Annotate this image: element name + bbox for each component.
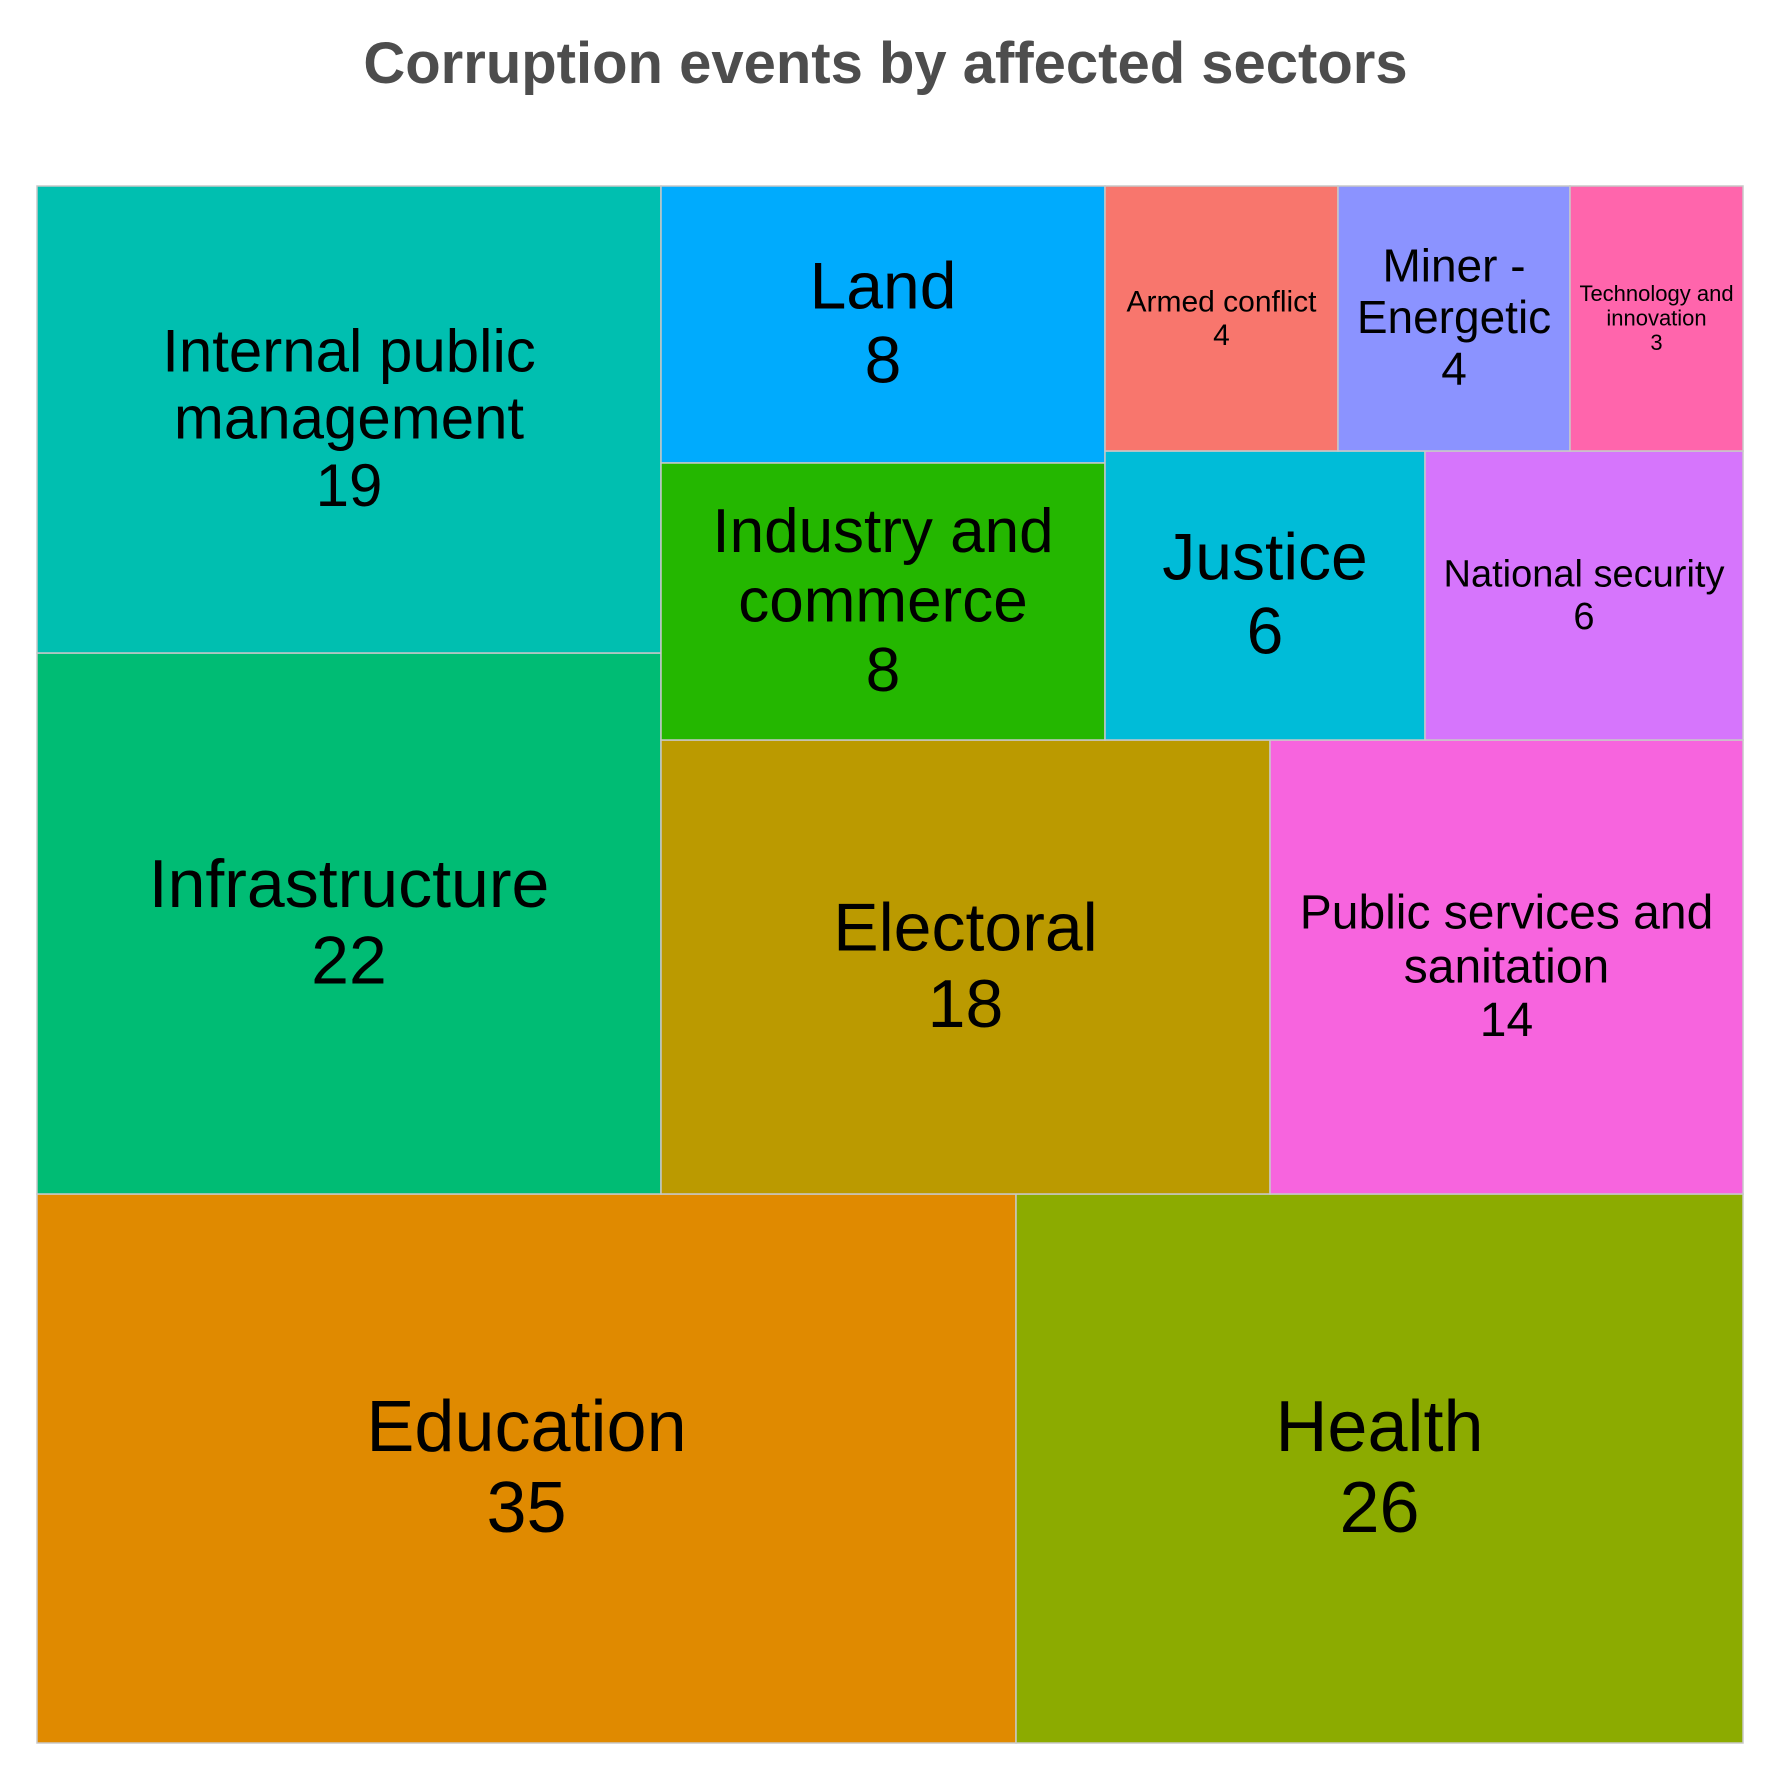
tile-name-line: National security (1444, 553, 1725, 595)
tile-label: Justice 6 (1162, 520, 1367, 668)
tile-label: Education 35 (366, 1387, 686, 1548)
tile-value: 6 (1247, 594, 1284, 668)
tile-value: 3 (1650, 330, 1662, 355)
tile-name-line: Energetic (1357, 291, 1551, 343)
tile-infrastructure: Infrastructure 22 (36, 652, 662, 1195)
tile-health: Health 26 (1015, 1193, 1744, 1744)
tile-name-line: Internal public (162, 318, 536, 385)
tile-name-line: Armed conflict (1126, 285, 1317, 318)
tile-label: Infrastructure 22 (149, 846, 550, 998)
tile-value: 18 (928, 966, 1004, 1042)
tile-name-line: sanitation (1404, 940, 1609, 993)
tile-label: Internal public management 19 (162, 318, 536, 519)
tile-rect (1015, 1193, 1744, 1744)
tile-national-security: National security 6 (1424, 450, 1744, 741)
tile-rect (1104, 185, 1339, 452)
tile-miner-energetic: Miner -Energetic 4 (1337, 185, 1571, 452)
tile-rect (36, 185, 662, 654)
tile-name-line: Infrastructure (149, 846, 550, 922)
tile-label: Miner -Energetic 4 (1357, 240, 1551, 395)
tile-value: 35 (486, 1468, 566, 1548)
tile-value: 4 (1441, 343, 1467, 395)
tile-name-line: Public services and (1300, 887, 1714, 940)
tile-name-line: Industry and (712, 497, 1053, 566)
tile-name-line: Health (1275, 1387, 1483, 1467)
tile-armed-conflict: Armed conflict 4 (1104, 185, 1339, 452)
tile-name-line: Miner - (1382, 240, 1525, 292)
tile-label: Industry and commerce 8 (712, 497, 1053, 705)
tile-education: Education 35 (36, 1193, 1017, 1744)
tile-label: Health 26 (1275, 1387, 1483, 1548)
tile-rect (1104, 450, 1426, 741)
tile-internal-public-management: Internal public management 19 (36, 185, 662, 654)
tile-name-line: Land (810, 249, 957, 323)
tile-land: Land 8 (660, 185, 1106, 464)
tile-value: 4 (1213, 319, 1230, 352)
tile-label: Land 8 (810, 249, 957, 397)
tile-value: 22 (311, 922, 387, 998)
tile-technology-and-innovation: Technology and innovation 3 (1569, 185, 1744, 452)
tile-value: 26 (1339, 1468, 1419, 1548)
tile-industry-and-commerce: Industry and commerce 8 (660, 462, 1106, 741)
tile-rect (1569, 185, 1744, 452)
tile-name-line: commerce (738, 566, 1027, 635)
tile-label: Technology and innovation 3 (1579, 281, 1733, 355)
tile-label: Public services and sanitation 14 (1300, 887, 1714, 1048)
treemap-tiles: Education 35 Health 26 Infrastructure 22 Inter… (36, 185, 1744, 1744)
tile-label: Electoral 18 (833, 890, 1098, 1042)
tile-value: 14 (1480, 994, 1533, 1047)
tile-label: Armed conflict 4 (1126, 285, 1317, 352)
tile-value: 19 (316, 452, 383, 519)
tile-name-line: Justice (1162, 520, 1367, 594)
tile-name-line: Technology and (1579, 281, 1733, 306)
tile-rect (660, 462, 1106, 741)
tile-value: 8 (866, 636, 900, 705)
tile-rect (660, 739, 1271, 1195)
tile-value: 8 (865, 323, 902, 397)
chart-title: Corruption events by affected sectors (363, 31, 1408, 96)
tile-label: National security 6 (1444, 553, 1725, 638)
tile-justice: Justice 6 (1104, 450, 1426, 741)
tile-rect (36, 652, 662, 1195)
tile-name-line: Electoral (833, 890, 1098, 966)
tile-rect (36, 1193, 1017, 1744)
tile-name-line: Education (366, 1387, 686, 1467)
tile-name-line: management (174, 385, 525, 452)
tile-electoral: Electoral 18 (660, 739, 1271, 1195)
tile-rect (1269, 739, 1744, 1195)
tile-rect (1337, 185, 1571, 452)
tile-rect (1424, 450, 1744, 741)
tile-value: 6 (1573, 596, 1594, 638)
tile-name-line: innovation (1606, 306, 1706, 331)
tile-public-services-and-sanitation: Public services and sanitation 14 (1269, 739, 1744, 1195)
